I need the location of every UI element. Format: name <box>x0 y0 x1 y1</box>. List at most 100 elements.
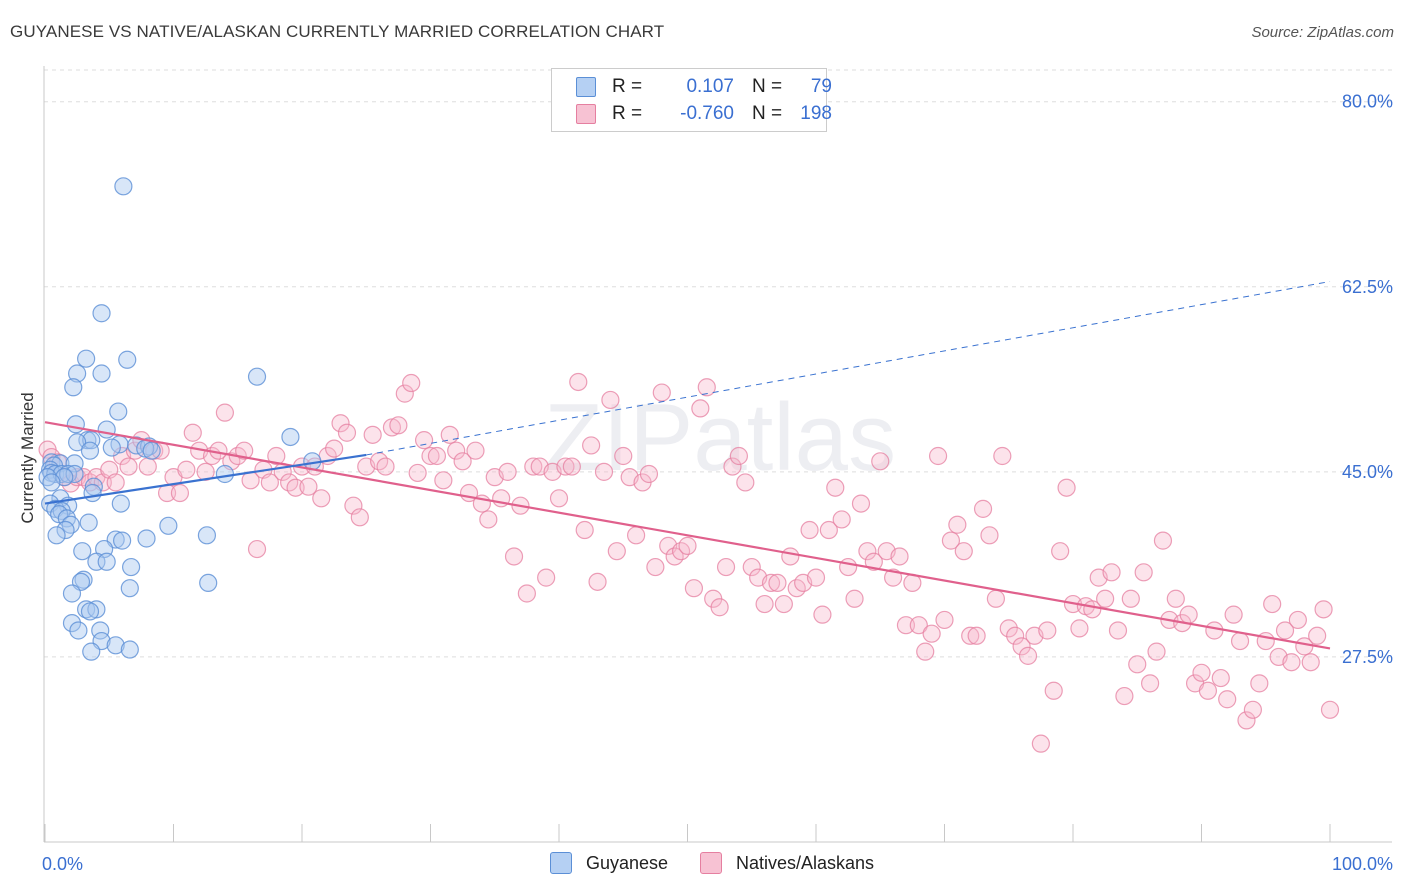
guyanese-trend-line <box>44 453 367 505</box>
natives-point <box>1108 621 1128 640</box>
natives-point <box>761 573 781 593</box>
natives-point <box>909 616 928 635</box>
legend-item-natives: Natives/Alaskans <box>700 852 874 874</box>
r-value: -0.760 <box>680 103 734 124</box>
trend-lines <box>44 281 1331 650</box>
natives-point <box>427 446 447 466</box>
n-label: N = <box>752 103 783 124</box>
natives-point <box>967 626 986 645</box>
natives-point <box>504 547 524 566</box>
guyanese-point <box>137 529 156 548</box>
natives-point <box>742 557 761 577</box>
natives-point <box>1308 626 1327 645</box>
natives-point <box>215 403 234 422</box>
natives-point <box>421 446 440 466</box>
natives-point <box>697 378 716 397</box>
natives-point <box>922 624 941 643</box>
natives-point <box>626 526 646 545</box>
guyanese-point <box>82 642 101 661</box>
guyanese-point <box>106 636 125 655</box>
natives-point <box>524 457 543 476</box>
natives-point <box>331 414 350 433</box>
natives-point <box>1147 642 1166 661</box>
natives-point <box>1243 700 1263 719</box>
natives-point <box>1198 681 1218 700</box>
natives-point <box>376 457 395 476</box>
n-value: 198 <box>800 103 832 124</box>
natives-point <box>993 446 1012 466</box>
natives-point <box>781 547 800 566</box>
natives-point <box>806 568 826 587</box>
chart-title: GUYANESE VS NATIVE/ALASKAN CURRENTLY MAR… <box>10 22 665 41</box>
guyanese-point <box>61 515 80 534</box>
guyanese-point <box>247 367 267 386</box>
natives-point <box>871 452 890 471</box>
guyanese-point <box>92 364 111 383</box>
guyanese-point <box>97 420 116 439</box>
natives-point <box>1128 655 1147 674</box>
natives-point <box>138 457 157 476</box>
guyanese-point <box>83 483 102 503</box>
natives-point <box>344 496 363 515</box>
guyanese-point <box>142 441 161 460</box>
natives-point <box>537 568 556 587</box>
guyanese-points <box>38 177 322 661</box>
natives-point <box>948 515 967 534</box>
natives-point <box>389 416 408 435</box>
x-tick-labels: 0.0% 100.0% <box>42 854 1393 874</box>
natives-point <box>1288 610 1307 630</box>
y-tick-label: 80.0% <box>1342 92 1393 112</box>
legend-label-guyanese: Guyanese <box>586 852 669 873</box>
guyanese-point <box>215 464 234 484</box>
natives-point <box>864 552 883 571</box>
natives-point <box>652 383 671 402</box>
guyanese-point <box>112 531 132 550</box>
natives-point <box>183 423 202 442</box>
natives-point <box>466 441 485 460</box>
natives-point <box>691 399 710 418</box>
guyanese-point <box>69 621 88 640</box>
guyanese-point <box>68 433 87 452</box>
guyanese-point <box>73 542 92 561</box>
natives-point <box>517 584 536 603</box>
guyanese-point <box>159 516 178 535</box>
guyanese-point <box>120 579 139 598</box>
guyanese-point <box>77 349 96 368</box>
natives-point <box>1057 478 1076 497</box>
natives-point <box>961 626 980 645</box>
guyanese-point <box>109 402 128 421</box>
natives-point <box>177 460 196 479</box>
natives-point <box>1070 619 1089 638</box>
natives-point <box>890 547 909 566</box>
legend-row-guyanese: R = 0.107 N = 79 <box>576 75 832 99</box>
natives-point <box>479 510 498 529</box>
natives-trend-line <box>44 421 1331 650</box>
natives-point <box>896 616 916 635</box>
natives-point <box>1051 542 1070 561</box>
natives-point <box>1038 621 1057 640</box>
natives-point <box>1263 594 1282 614</box>
guyanese-trend-extension <box>366 281 1331 456</box>
guyanese-point <box>199 573 218 593</box>
guyanese-point <box>102 438 121 457</box>
natives-point <box>800 520 819 540</box>
natives-point <box>1166 589 1185 608</box>
natives-point <box>434 471 453 490</box>
natives-point <box>755 594 774 614</box>
guyanese-point <box>87 552 106 571</box>
natives-point <box>607 542 626 561</box>
natives-point <box>928 446 948 466</box>
guyanese-point <box>56 520 75 540</box>
natives-point <box>1230 631 1250 651</box>
natives-point <box>729 446 749 466</box>
natives-point <box>594 462 614 481</box>
natives-point <box>1006 626 1025 645</box>
natives-point <box>453 452 472 471</box>
natives-point <box>549 489 569 508</box>
natives-point <box>1205 621 1224 640</box>
natives-point <box>832 510 851 529</box>
natives-point <box>286 478 305 497</box>
natives-point <box>716 557 736 577</box>
natives-point <box>569 372 588 392</box>
natives-point <box>819 520 838 540</box>
